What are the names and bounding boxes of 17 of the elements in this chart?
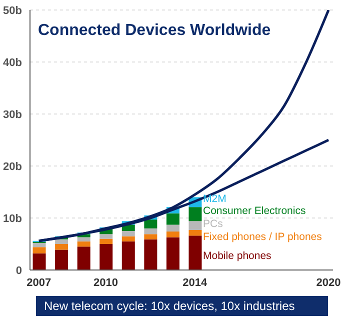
- y-tick-label: 10b: [3, 212, 22, 225]
- text: Connected Devices Worldwide: [38, 22, 271, 40]
- x-tick-label: 2007: [26, 276, 52, 289]
- y-tick-label: 40b: [3, 56, 22, 69]
- y-tick-label: 20b: [3, 160, 22, 173]
- x-tick-label: 2014: [182, 276, 208, 289]
- series-label: Consumer Electronics: [203, 205, 306, 217]
- y-tick-label: 30b: [3, 108, 22, 121]
- y-tick-label: 0: [16, 264, 22, 277]
- x-tick-label: 2020: [316, 276, 341, 289]
- series-label: Fixed phones / IP phones: [203, 231, 322, 243]
- text: New telecom cycle: 10x devices, 10x industries: [36, 296, 328, 316]
- series-label: Mobile phones: [203, 250, 272, 262]
- x-tick-label: 2010: [94, 276, 118, 289]
- series-label: M2M: [203, 193, 226, 205]
- y-tick-label: 50b: [3, 4, 22, 17]
- series-label: PCs: [203, 218, 223, 230]
